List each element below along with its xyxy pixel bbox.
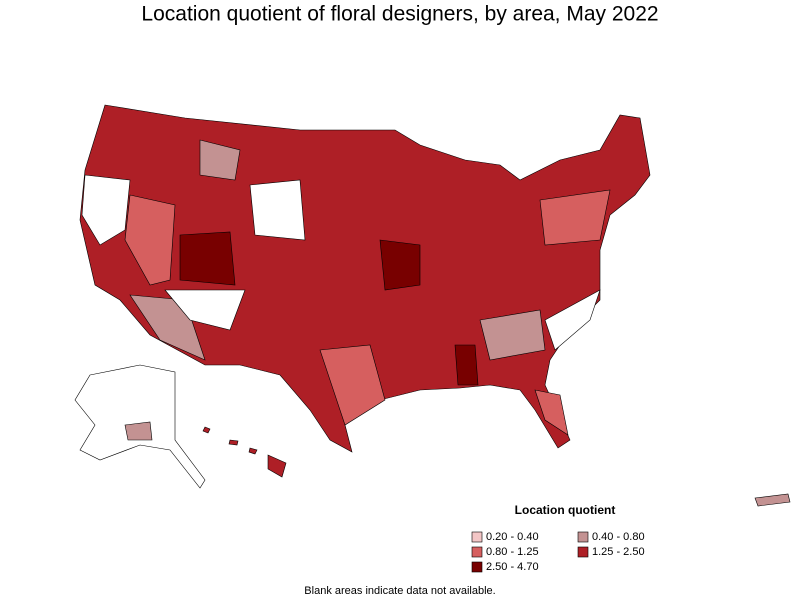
region-south xyxy=(479,309,546,361)
region-blank-az xyxy=(164,289,246,331)
us-map xyxy=(79,104,651,453)
region-texas-mix xyxy=(319,344,386,426)
region-florida xyxy=(534,389,569,436)
hawaii-island xyxy=(267,454,287,478)
hawaii-island xyxy=(228,439,239,446)
region-blank-wy xyxy=(249,179,306,241)
region-montana xyxy=(199,139,241,181)
hawaii xyxy=(202,426,287,478)
region-utah xyxy=(179,231,236,286)
hawaii-island xyxy=(248,447,258,455)
region-missouri xyxy=(379,239,421,291)
lower-48 xyxy=(79,104,651,453)
legend-label: 0.80 - 1.25 xyxy=(486,546,539,558)
puerto-rico xyxy=(754,493,791,507)
region-alabama xyxy=(454,344,479,386)
region-northeast xyxy=(539,189,611,246)
hawaii-island xyxy=(202,426,211,434)
legend-label: 2.50 - 4.70 xyxy=(486,561,539,573)
legend-label: 0.40 - 0.80 xyxy=(592,531,645,543)
region-blank-west xyxy=(81,174,131,246)
legend-swatch xyxy=(471,531,483,543)
region-blank-southeast xyxy=(544,289,601,351)
legend-label: 1.25 - 2.50 xyxy=(592,546,645,558)
region-nevada xyxy=(124,194,176,286)
legend-swatch xyxy=(471,561,483,573)
legend: Location quotient 0.20 - 0.40 0.40 - 0.80… xyxy=(471,503,645,573)
alaska-region xyxy=(124,421,153,441)
legend-title: Location quotient xyxy=(515,503,616,517)
legend-swatch xyxy=(577,546,589,558)
legend-swatch xyxy=(577,531,589,543)
legend-swatch xyxy=(471,546,483,558)
legend-label: 0.20 - 0.40 xyxy=(486,531,539,543)
alaska xyxy=(74,364,206,489)
map-title: Location quotient of floral designers, b… xyxy=(141,3,658,26)
footnote: Blank areas indicate data not available. xyxy=(304,585,495,597)
